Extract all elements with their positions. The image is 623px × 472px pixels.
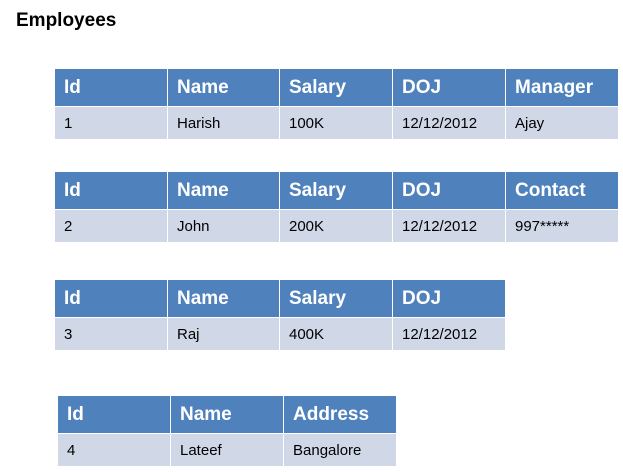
table-row: 4 Lateef Bangalore xyxy=(58,434,397,467)
cell-id: 2 xyxy=(55,210,168,243)
cell-name: Harish xyxy=(168,107,280,140)
employee-table-3: Id Name Salary DOJ 3 Raj 400K 12/12/2012 xyxy=(54,279,506,351)
column-header-salary: Salary xyxy=(280,69,393,107)
column-header-manager: Manager xyxy=(506,69,619,107)
cell-address: Bangalore xyxy=(284,434,397,467)
employee-table-2: Id Name Salary DOJ Contact 2 John 200K 1… xyxy=(54,171,619,243)
column-header-contact: Contact xyxy=(506,172,619,210)
cell-manager: Ajay xyxy=(506,107,619,140)
cell-salary: 100K xyxy=(280,107,393,140)
column-header-salary: Salary xyxy=(280,172,393,210)
column-header-doj: DOJ xyxy=(393,69,506,107)
column-header-name: Name xyxy=(171,396,284,434)
cell-salary: 400K xyxy=(280,318,393,351)
cell-id: 3 xyxy=(55,318,168,351)
cell-doj: 12/12/2012 xyxy=(393,318,506,351)
table-header-row: Id Name Salary DOJ xyxy=(55,280,506,318)
column-header-salary: Salary xyxy=(280,280,393,318)
page-title: Employees xyxy=(16,10,116,32)
cell-id: 4 xyxy=(58,434,171,467)
column-header-address: Address xyxy=(284,396,397,434)
cell-name: Raj xyxy=(168,318,280,351)
cell-salary: 200K xyxy=(280,210,393,243)
table-row: 1 Harish 100K 12/12/2012 Ajay xyxy=(55,107,619,140)
table-header-row: Id Name Salary DOJ Contact xyxy=(55,172,619,210)
table-header-row: Id Name Salary DOJ Manager xyxy=(55,69,619,107)
column-header-doj: DOJ xyxy=(393,280,506,318)
column-header-name: Name xyxy=(168,280,280,318)
column-header-id: Id xyxy=(55,172,168,210)
column-header-id: Id xyxy=(55,69,168,107)
column-header-id: Id xyxy=(55,280,168,318)
cell-doj: 12/12/2012 xyxy=(393,107,506,140)
employee-table-1: Id Name Salary DOJ Manager 1 Harish 100K… xyxy=(54,68,619,140)
employee-table-4: Id Name Address 4 Lateef Bangalore xyxy=(57,395,397,467)
table-header-row: Id Name Address xyxy=(58,396,397,434)
cell-name: Lateef xyxy=(171,434,284,467)
column-header-name: Name xyxy=(168,172,280,210)
table-row: 2 John 200K 12/12/2012 997***** xyxy=(55,210,619,243)
cell-contact: 997***** xyxy=(506,210,619,243)
column-header-doj: DOJ xyxy=(393,172,506,210)
column-header-name: Name xyxy=(168,69,280,107)
cell-doj: 12/12/2012 xyxy=(393,210,506,243)
cell-id: 1 xyxy=(55,107,168,140)
table-row: 3 Raj 400K 12/12/2012 xyxy=(55,318,506,351)
cell-name: John xyxy=(168,210,280,243)
column-header-id: Id xyxy=(58,396,171,434)
